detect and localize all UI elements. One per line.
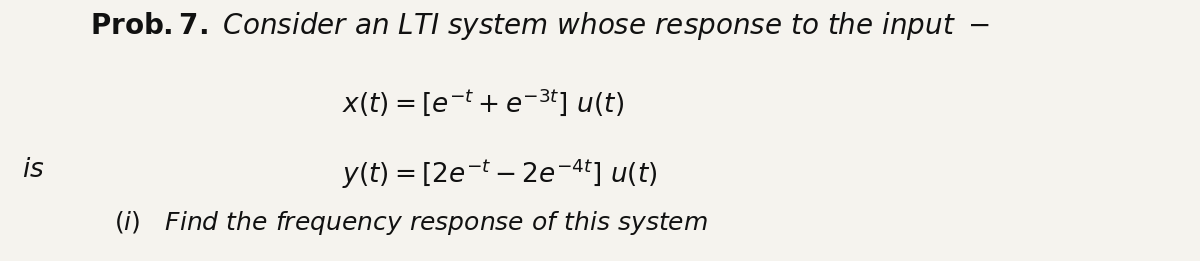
Text: $\mathit{(i)\ \ \ Find\ the\ frequency\ response\ of\ this\ system}$: $\mathit{(i)\ \ \ Find\ the\ frequency\ …	[114, 209, 708, 237]
Text: $y(t) = [2e^{-t} - 2e^{-4t}]\ u(t)$: $y(t) = [2e^{-t} - 2e^{-4t}]\ u(t)$	[342, 157, 658, 191]
Text: $x(t) = [e^{-t} + e^{-3t}]\ u(t)$: $x(t) = [e^{-t} + e^{-3t}]\ u(t)$	[342, 86, 624, 118]
Text: $\mathit{is}$: $\mathit{is}$	[22, 157, 44, 182]
Text: $\mathbf{Prob.7.}$ $\mathit{Consider\ an\ LTI\ system\ whose\ response\ to\ the\: $\mathbf{Prob.7.}$ $\mathit{Consider\ an…	[90, 10, 990, 43]
